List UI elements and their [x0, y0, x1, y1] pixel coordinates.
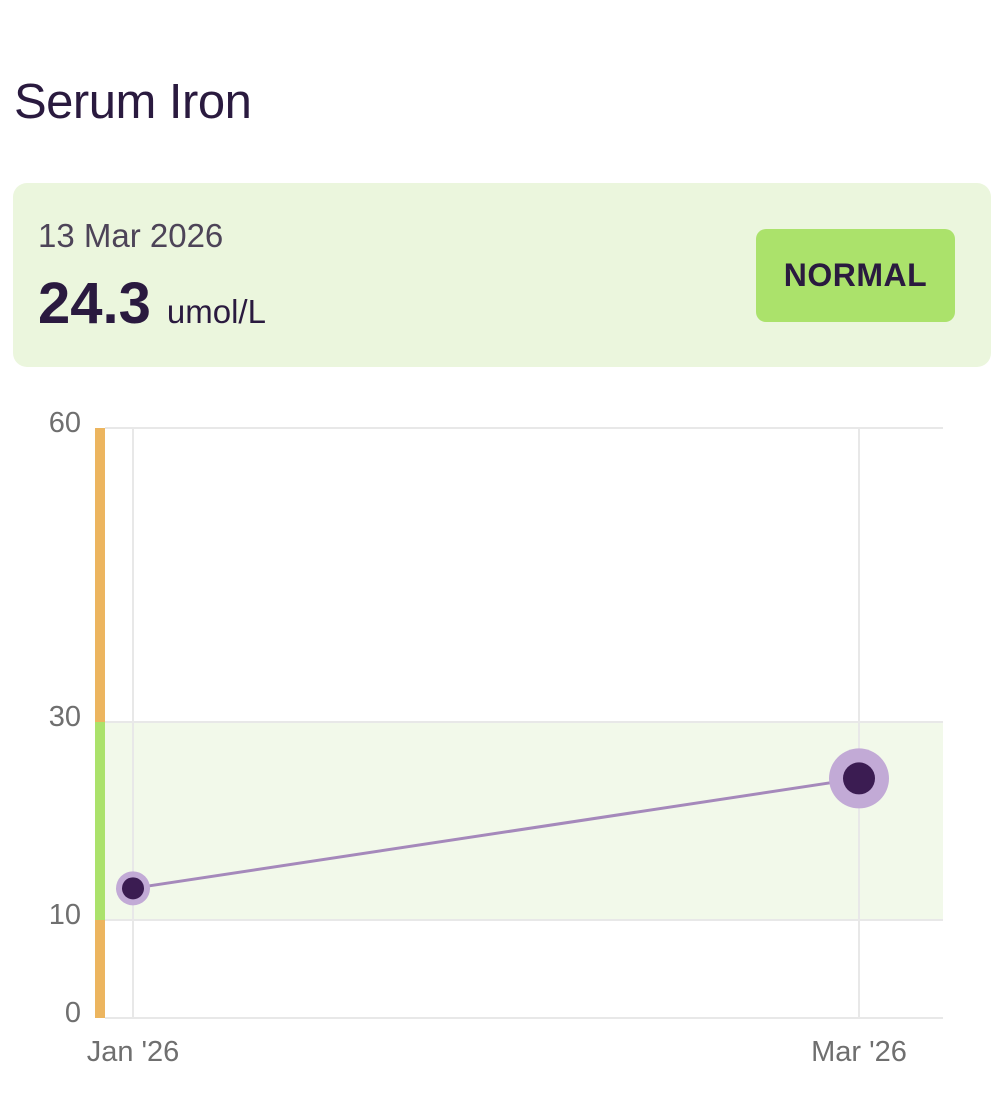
range-indicator-bar: [95, 428, 105, 1018]
x-tick-label: Mar '26: [811, 1036, 907, 1068]
trend-chart: 60 30 10 0 Jan '26 Mar '26: [49, 407, 943, 1068]
x-gridlines: [132, 428, 860, 1018]
range-bar-low: [95, 920, 105, 1018]
latest-result-card: 13 Mar 2026 24.3 umol/L NORMAL: [13, 183, 991, 367]
status-badge: NORMAL: [756, 229, 955, 322]
latest-result-value: 24.3: [38, 271, 151, 336]
series-points: [116, 748, 889, 906]
y-tick-label: 60: [49, 407, 81, 439]
latest-result-unit: umol/L: [166, 293, 266, 330]
latest-result-value-row: 24.3 umol/L: [38, 269, 266, 339]
series-line-path: [132, 776, 860, 890]
latest-data-point: [843, 762, 875, 795]
page-title: Serum Iron: [14, 75, 252, 129]
y-tick-labels: 60 30 10 0: [49, 407, 81, 1029]
range-bar-normal: [95, 722, 105, 920]
y-gridlines: [105, 427, 943, 1019]
y-tick-label: 10: [49, 899, 81, 931]
data-point: [122, 877, 144, 900]
y-tick-label: 0: [65, 997, 81, 1029]
x-tick-label: Jan '26: [87, 1036, 180, 1068]
latest-result-date: 13 Mar 2026: [38, 217, 224, 254]
x-tick-labels: Jan '26 Mar '26: [87, 1036, 907, 1068]
series-line: [132, 776, 860, 890]
y-tick-label: 30: [49, 701, 81, 733]
range-bar-high: [95, 428, 105, 722]
normal-range-band: [105, 722, 943, 920]
